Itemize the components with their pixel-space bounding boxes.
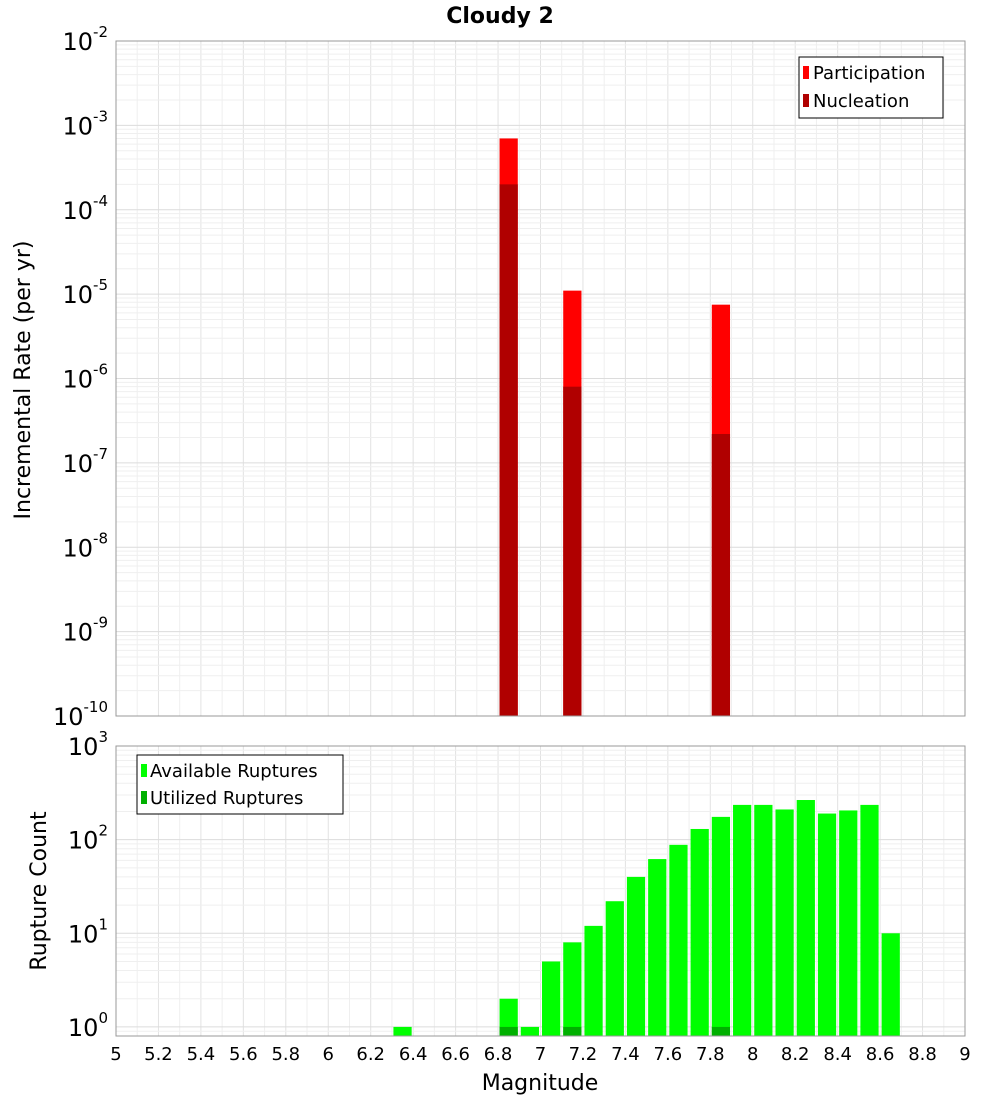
bottom-bar-available-ruptures — [393, 1026, 412, 1036]
bottom-bar-available-ruptures — [690, 828, 709, 1036]
x-tick-label: 5.6 — [229, 1044, 258, 1065]
bottom-bar-available-ruptures — [775, 809, 794, 1036]
x-tick-label: 6.8 — [484, 1044, 513, 1065]
x-tick-label: 7.2 — [569, 1044, 598, 1065]
bottom-bar-available-ruptures — [542, 961, 561, 1036]
x-tick-label: 8 — [747, 1044, 758, 1065]
bottom-bar-utilized-ruptures — [563, 1026, 582, 1036]
x-tick-label: 8.2 — [781, 1044, 810, 1065]
x-tick-label: 6.2 — [356, 1044, 385, 1065]
bottom-bar-available-ruptures — [754, 804, 773, 1036]
x-tick-label: 7 — [535, 1044, 546, 1065]
top-legend-box — [798, 56, 944, 119]
top-bar-nucleation — [499, 184, 518, 717]
top-bar-nucleation — [563, 386, 582, 716]
x-tick-label: 8.4 — [823, 1044, 852, 1065]
bottom-y-tick-label: 102 — [68, 822, 108, 855]
x-tick-label: 8.8 — [908, 1044, 937, 1065]
bottom-bar-available-ruptures — [520, 1026, 539, 1036]
bottom-bar-utilized-ruptures — [711, 1026, 731, 1036]
bottom-bar-available-ruptures — [669, 844, 688, 1036]
x-tick-label: 8.6 — [866, 1044, 895, 1065]
top-y-tick-label: 10-3 — [62, 107, 108, 140]
x-tick-label: 6.6 — [441, 1044, 470, 1065]
bottom-bar-available-ruptures — [881, 933, 900, 1036]
bottom-bar-available-ruptures — [711, 816, 731, 1036]
bottom-bar-available-ruptures — [860, 804, 879, 1036]
top-gridlines — [115, 40, 966, 717]
bottom-bar-available-ruptures — [796, 800, 815, 1036]
top-panel: 10-10 10-9 10-8 10-7 10-6 10-5 10-4 10-3 10-2 In… — [11, 23, 966, 731]
x-tick-label: 5.8 — [271, 1044, 300, 1065]
top-y-tick-label: 10-10 — [53, 698, 108, 731]
top-bars — [499, 138, 731, 717]
top-y-tick-labels: 10-10 10-9 10-8 10-7 10-6 10-5 10-4 10-3 10-2 — [53, 23, 108, 731]
bottom-bar-available-ruptures — [817, 813, 837, 1036]
top-y-tick-label: 10-2 — [62, 23, 108, 56]
top-y-tick-label: 10-9 — [62, 614, 108, 647]
bottom-bar-available-ruptures — [499, 998, 518, 1036]
legend-label-available-ruptures: Available Ruptures — [150, 761, 318, 782]
x-tick-label: 5 — [110, 1044, 121, 1065]
bottom-panel: 100 101 102 103 5 5.2 5.4 5.6 5.8 6 6.2 6.4 6.6 6.8 7… — [27, 728, 971, 1096]
x-tick-label: 6.4 — [399, 1044, 428, 1065]
x-tick-labels: 5 5.2 5.4 5.6 5.8 6 6.2 6.4 6.6 6.8 7 7.2 7.4 7.6 7.8 8… — [110, 1044, 970, 1065]
legend-label-utilized-ruptures: Utilized Ruptures — [150, 788, 303, 809]
x-tick-label: 6 — [323, 1044, 334, 1065]
top-y-axis-label: Incremental Rate (per yr) — [11, 241, 36, 520]
x-tick-label: 7.4 — [611, 1044, 640, 1065]
bottom-bar-available-ruptures — [605, 901, 624, 1036]
x-axis-label: Magnitude — [482, 1071, 599, 1096]
bottom-bar-available-ruptures — [563, 942, 582, 1036]
legend-swatch-utilized-ruptures — [141, 791, 147, 804]
x-tick-label: 7.6 — [654, 1044, 683, 1065]
bottom-bar-available-ruptures — [648, 859, 667, 1036]
top-y-tick-label: 10-4 — [62, 192, 108, 225]
legend-label-nucleation: Nucleation — [813, 91, 909, 112]
chart-title: Cloudy 2 — [446, 4, 554, 29]
bottom-bar-available-ruptures — [626, 876, 646, 1036]
bottom-bar-utilized-ruptures — [499, 1026, 518, 1036]
bottom-legend-box — [136, 754, 344, 815]
x-tick-label: 7.8 — [696, 1044, 725, 1065]
top-y-tick-label: 10-7 — [62, 445, 108, 478]
top-legend: Participation Nucleation — [798, 56, 944, 119]
legend-swatch-nucleation — [803, 94, 809, 107]
top-y-tick-label: 10-8 — [62, 529, 108, 562]
bottom-bar-available-ruptures — [733, 804, 752, 1036]
bottom-y-axis-label: Rupture Count — [27, 811, 52, 971]
legend-swatch-available-ruptures — [141, 764, 147, 777]
x-tick-label: 5.4 — [187, 1044, 216, 1065]
x-tick-label: 5.2 — [144, 1044, 173, 1065]
bottom-bar-available-ruptures — [584, 925, 603, 1036]
bottom-y-tick-label: 103 — [68, 728, 108, 761]
bottom-y-tick-labels: 100 101 102 103 — [68, 728, 108, 1042]
bottom-y-tick-label: 101 — [68, 915, 108, 948]
top-plot-frame — [115, 40, 966, 717]
top-y-tick-label: 10-6 — [62, 361, 108, 394]
bottom-y-tick-label: 100 — [68, 1009, 108, 1042]
top-y-tick-label: 10-5 — [62, 276, 108, 309]
legend-swatch-participation — [803, 66, 809, 79]
bottom-bar-available-ruptures — [839, 810, 858, 1036]
x-tick-label: 9 — [959, 1044, 970, 1065]
bottom-plot-frame — [115, 745, 966, 1037]
bottom-bars — [393, 800, 900, 1036]
legend-label-participation: Participation — [813, 63, 925, 84]
bottom-legend: Available Ruptures Utilized Ruptures — [136, 754, 344, 815]
top-bar-nucleation — [711, 433, 731, 716]
